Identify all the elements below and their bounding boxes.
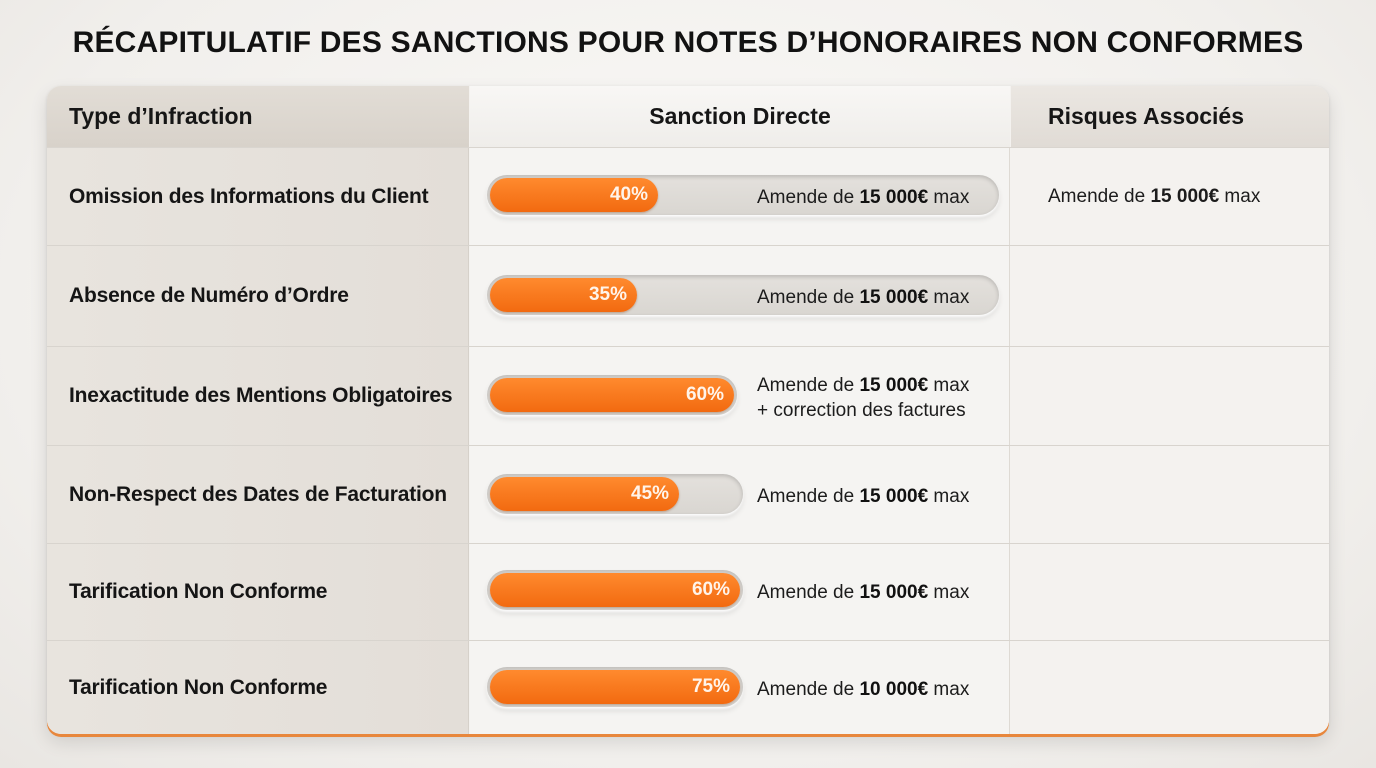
progress-bar-track: 60% xyxy=(487,570,743,610)
progress-percent: 60% xyxy=(691,579,730,600)
progress-bar-track: 35% xyxy=(487,275,999,315)
sanction-cell: 60% Amende de 15 000€ max + correction de… xyxy=(470,347,1010,445)
infraction-label: Absence de Numéro d’Ordre xyxy=(47,246,469,346)
amende-amount: 15 000€ xyxy=(859,187,929,208)
risques-cell: Amende de 15 000€ max xyxy=(1011,148,1329,245)
table-row: Tarification Non Conforme 75% Amende de … xyxy=(47,641,1329,734)
amende-amount: 15 000€ xyxy=(859,375,929,396)
amende-text: Amende de 15 000€ max xyxy=(757,187,970,208)
progress-percent: 40% xyxy=(609,184,648,205)
sanction-cell: 40% Amende de 15 000€ max xyxy=(470,148,1010,245)
progress-bar-track: 40% xyxy=(487,175,999,215)
risques-cell xyxy=(1011,446,1329,543)
table-row: Tarification Non Conforme 60% Amende de … xyxy=(47,544,1329,641)
amende-amount: 15 000€ xyxy=(859,486,929,507)
amende-text: Amende de 15 000€ max xyxy=(757,287,970,308)
progress-percent: 45% xyxy=(630,483,669,504)
risques-cell xyxy=(1011,544,1329,640)
page-title: RÉCAPITULATIF DES SANCTIONS POUR NOTES D… xyxy=(72,26,1304,59)
progress-percent: 35% xyxy=(588,284,627,305)
infraction-label: Non-Respect des Dates de Facturation xyxy=(47,446,469,543)
progress-bar-fill: 60% xyxy=(490,378,734,412)
amende-amount: 10 000€ xyxy=(859,679,929,700)
sanction-cell: 35% Amende de 15 000€ max xyxy=(470,246,1010,346)
amende-text: Amende de 15 000€ max xyxy=(757,486,970,507)
progress-bar-track: 45% xyxy=(487,474,743,514)
amende-text: Amende de 15 000€ max xyxy=(757,582,970,603)
progress-bar-fill: 35% xyxy=(490,278,637,312)
infraction-label: Omission des Informations du Client xyxy=(47,148,469,245)
infraction-label: Tarification Non Conforme xyxy=(47,641,469,734)
progress-bar-fill: 75% xyxy=(490,670,740,704)
risque-amount: 15 000€ xyxy=(1150,185,1220,207)
progress-bar-track: 75% xyxy=(487,667,743,707)
risques-cell xyxy=(1011,347,1329,445)
header-risques-associes: Risques Associés xyxy=(1011,86,1329,147)
progress-percent: 60% xyxy=(685,384,724,405)
amende-extra: + correction des factures xyxy=(757,400,966,421)
risques-cell xyxy=(1011,641,1329,734)
infraction-label: Inexactitude des Mentions Obligatoires xyxy=(47,347,469,445)
table-row: Omission des Informations du Client 40% … xyxy=(47,148,1329,246)
amende-amount: 15 000€ xyxy=(859,287,929,308)
amende-text: Amende de 10 000€ max xyxy=(757,679,970,700)
progress-bar-fill: 40% xyxy=(490,178,658,212)
amende-text: Amende de 15 000€ max + correction des fa… xyxy=(757,375,970,421)
sanction-cell: 45% Amende de 15 000€ max xyxy=(470,446,1010,543)
amende-amount: 15 000€ xyxy=(859,582,929,603)
sanction-cell: 75% Amende de 10 000€ max xyxy=(470,641,1010,734)
infraction-label: Tarification Non Conforme xyxy=(47,544,469,640)
progress-bar-track: 60% xyxy=(487,375,737,415)
sanction-cell: 60% Amende de 15 000€ max xyxy=(470,544,1010,640)
progress-bar-fill: 45% xyxy=(490,477,679,511)
risque-text: Amende de 15 000€ max xyxy=(1048,185,1261,207)
risques-cell xyxy=(1011,246,1329,346)
table-row: Non-Respect des Dates de Facturation 45%… xyxy=(47,446,1329,544)
header-type-infraction: Type d’Infraction xyxy=(47,86,469,147)
progress-percent: 75% xyxy=(691,676,730,697)
table-row: Absence de Numéro d’Ordre 35% Amende de … xyxy=(47,246,1329,347)
sanctions-table: Type d’Infraction Sanction Directe Risqu… xyxy=(47,86,1329,734)
table-row: Inexactitude des Mentions Obligatoires 6… xyxy=(47,347,1329,446)
progress-bar-fill: 60% xyxy=(490,573,740,607)
header-sanction-directe: Sanction Directe xyxy=(470,86,1010,147)
table-header: Type d’Infraction Sanction Directe Risqu… xyxy=(47,86,1329,148)
